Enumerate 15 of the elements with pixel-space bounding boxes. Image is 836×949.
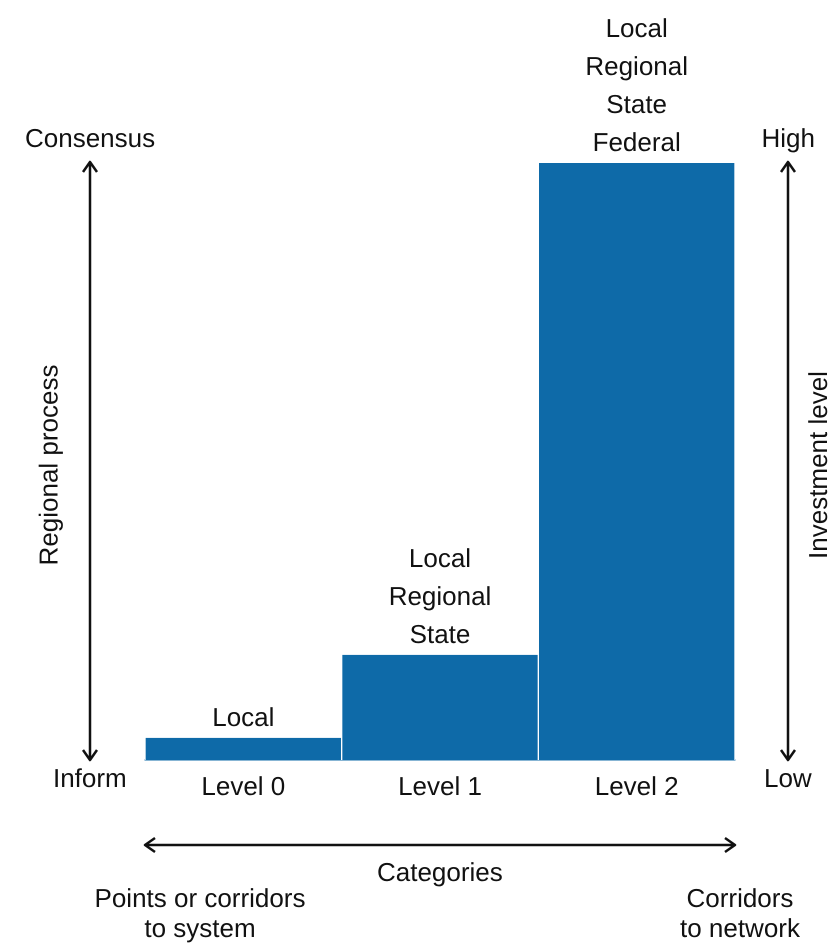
text: Corridors to network <box>680 883 800 943</box>
annotation: Local <box>212 702 274 732</box>
text: High <box>762 123 815 153</box>
x-tick-label: Level 0 <box>201 770 286 801</box>
annotation: Local Regional State Federal <box>585 13 688 157</box>
text: Inform <box>53 763 127 793</box>
text: Consensus <box>25 123 156 153</box>
text: Points or corridors to system <box>94 883 306 943</box>
annotation: Local Regional State <box>388 542 492 649</box>
x-tick-label: Level 1 <box>398 770 482 801</box>
x-tick-label: Level 2 <box>594 770 679 801</box>
text: Low <box>764 763 812 793</box>
x-axis-title: Categories <box>377 857 503 887</box>
y-axis-title: Regional process <box>32 364 63 566</box>
y2-axis-title: Investment level <box>802 371 833 559</box>
